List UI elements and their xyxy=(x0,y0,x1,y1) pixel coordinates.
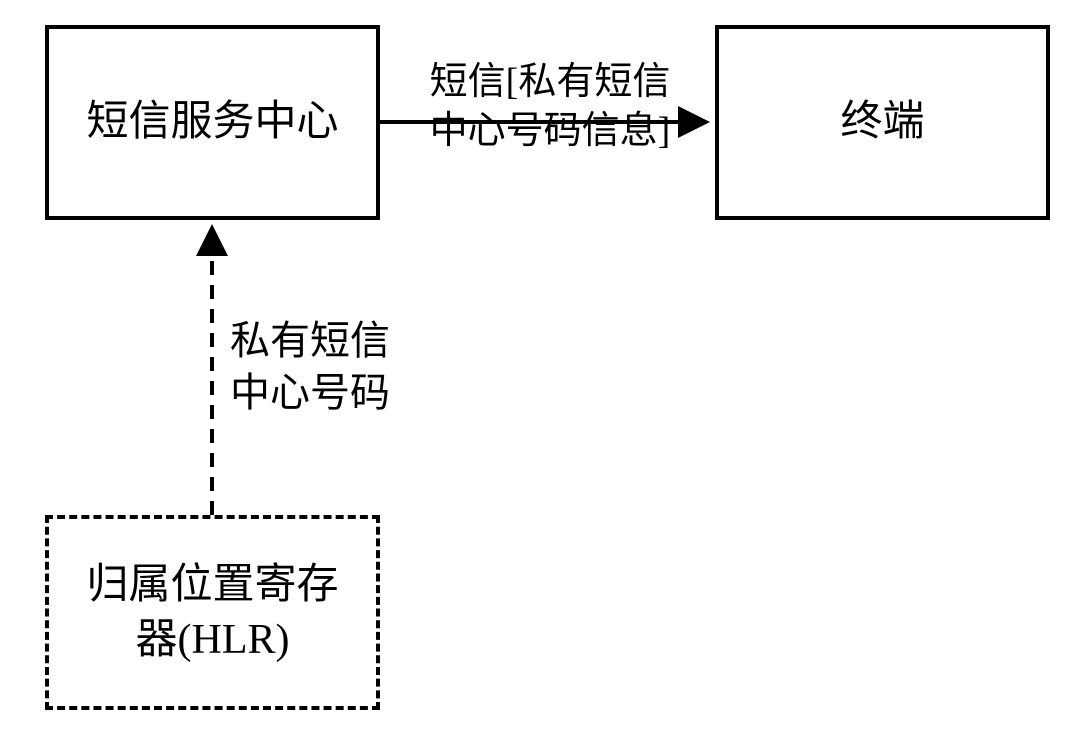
edge-hlr-to-sms xyxy=(198,220,228,515)
node-terminal: 终端 xyxy=(715,25,1050,220)
node-hlr-label: 归属位置寄存 器(HLR) xyxy=(86,558,338,667)
node-sms-center: 短信服务中心 xyxy=(45,25,380,220)
node-hlr: 归属位置寄存 器(HLR) xyxy=(45,515,380,710)
node-sms-center-label: 短信服务中心 xyxy=(86,95,338,150)
edge-hlr-to-sms-label: 私有短信 中心号码 xyxy=(230,315,410,419)
node-terminal-label: 终端 xyxy=(840,95,924,150)
edge-sms-to-terminal-label: 短信[私有短信 中心号码信息] xyxy=(410,58,690,157)
